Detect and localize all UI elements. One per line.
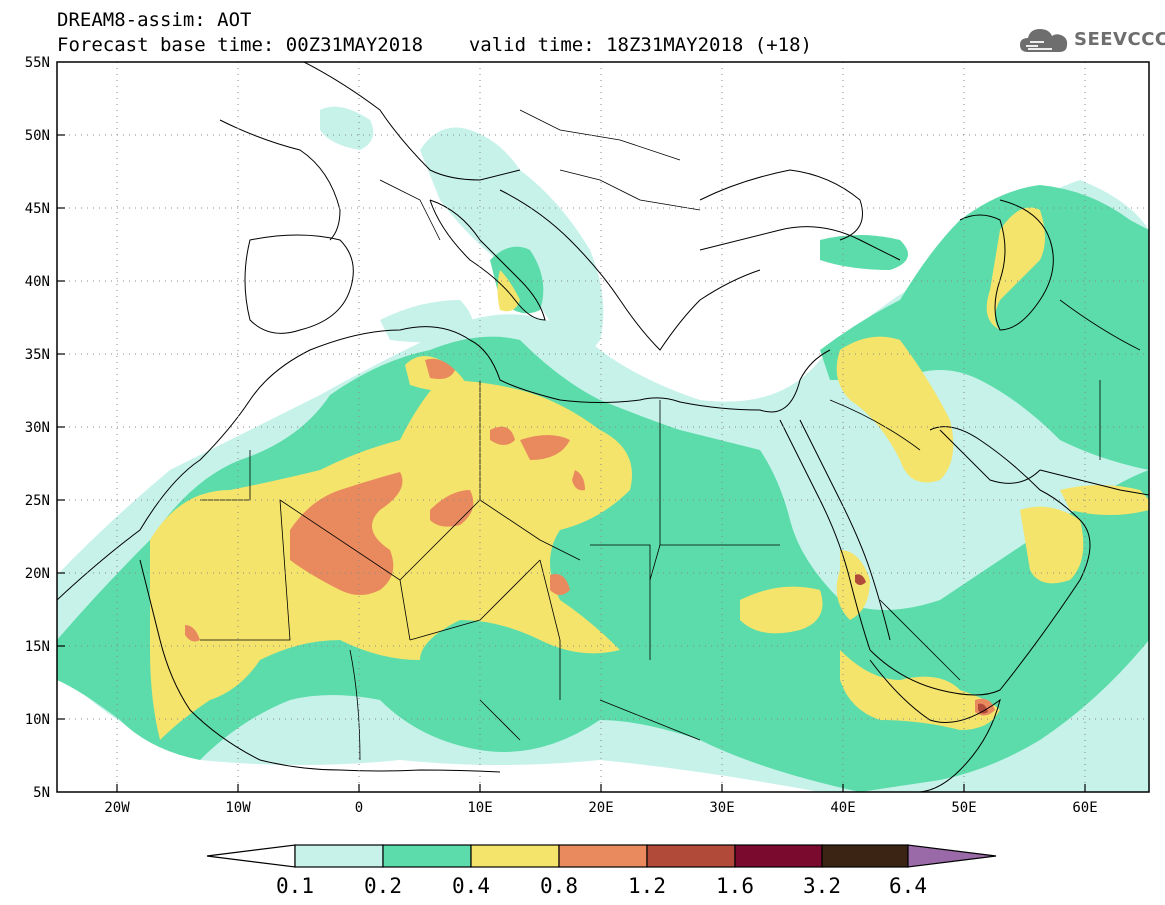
map-subtitle: Forecast base time: 00Z31MAY2018 valid t… [57,34,812,56]
colorbar-bin [470,844,560,868]
aot-field [57,62,1149,792]
colorbar-bin [734,844,823,868]
colorbar-label: 0.1 [276,874,314,898]
lon-tick-label: 40E [830,800,855,816]
colorbar-bin [558,844,648,868]
lon-tick-label: 50E [951,800,976,816]
graticule [57,62,1149,792]
colorbar [206,844,997,868]
lat-tick-label: 10N [25,712,50,728]
lat-tick-label: 45N [25,201,50,217]
colorbar-high-arrow [907,844,997,868]
lat-tick-label: 5N [33,785,50,801]
colorbar-bin [646,844,736,868]
colorbar-bin [382,844,472,868]
lon-tick-label: 30E [709,800,734,816]
lat-tick-label: 40N [25,274,50,290]
lat-tick-label: 55N [25,55,50,71]
coastlines [57,62,1149,792]
colorbar-label: 1.6 [716,874,754,898]
map-title: DREAM8-assim: AOT [57,9,252,31]
logo-text: SEEVCCC [1074,28,1165,50]
lat-tick-label: 20N [25,566,50,582]
lon-tick-label: 0 [355,800,363,816]
colorbar-label: 3.2 [803,874,841,898]
lon-tick-label: 20W [104,800,130,816]
lat-tick-label: 30N [25,420,50,436]
colorbar-low-arrow [206,844,296,868]
seevccc-logo: SEEVCCC [1018,22,1165,56]
base-time: Forecast base time: 00Z31MAY2018 [57,34,424,56]
colorbar-label: 0.2 [364,874,402,898]
lat-tick-label: 35N [25,347,50,363]
tick-marks [57,134,1086,792]
colorbar-label: 0.4 [452,874,490,898]
lon-tick-label: 10E [467,800,492,816]
colorbar-bin [821,844,909,868]
lon-tick-label: 10W [225,800,251,816]
lat-tick-label: 15N [25,639,50,655]
cloud-logo-icon [1020,29,1068,52]
colorbar-bin [294,844,384,868]
lat-tick-label: 50N [25,128,50,144]
colorbar-label: 6.4 [889,874,927,898]
colorbar-label: 1.2 [628,874,666,898]
valid-time: valid time: 18Z31MAY2018 (+18) [468,34,812,56]
colorbar-label: 0.8 [540,874,578,898]
lon-tick-label: 20E [588,800,613,816]
lat-tick-label: 25N [25,493,50,509]
lon-tick-label: 60E [1072,800,1097,816]
